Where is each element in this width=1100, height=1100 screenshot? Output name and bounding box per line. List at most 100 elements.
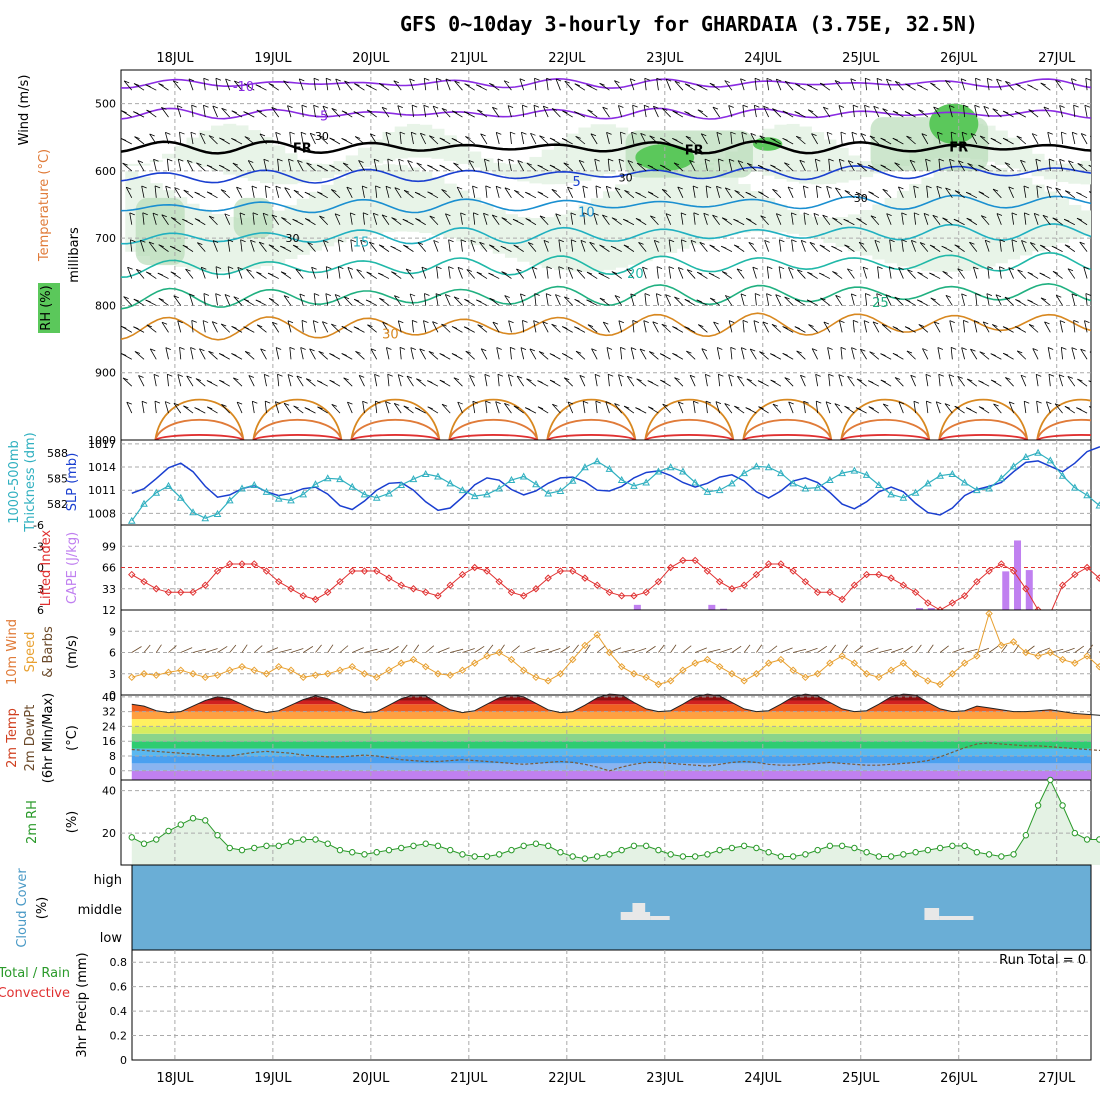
wind-barb [730,132,733,145]
wind-barb-flag [605,401,611,405]
wind-speed-point [948,670,957,678]
wind-barb-flag [754,104,760,108]
wind-barb-flag [558,266,564,270]
bottom-date-label: 23JUL [646,1071,684,1086]
rh-point [1034,802,1042,809]
wind-speed-point [691,659,699,667]
wind-barb-flag [574,83,580,87]
wind-barb [358,375,365,387]
wind-barb [311,267,316,279]
wind-barb-flag [787,186,794,190]
wind-barb-flag [868,406,874,409]
wind-barb-flag [1068,160,1074,164]
wind-barb [551,323,561,333]
thickness-point [250,481,259,489]
wind-barb [661,108,671,118]
wind-barb-flag [831,245,837,249]
wind-barb-flag [508,374,514,377]
wind-barb [406,375,414,387]
wind-barb [146,109,157,118]
wind-barb [165,347,169,360]
wind-barb [894,81,904,91]
wind-barb [373,159,378,171]
wind-barb-flag [571,239,577,243]
wind-barb-flag [154,400,161,404]
wind-barb-flag [344,80,350,84]
wind-barb [886,213,892,225]
wind-barb-flag [570,212,576,216]
wind-barb [1084,320,1088,333]
wind-barb-flag [468,160,475,163]
wind-speed-point [715,662,724,671]
rh-shade [370,139,384,164]
wind-barb-flag [950,346,957,350]
wind-barb [283,295,292,306]
thickness-point [813,483,822,491]
thickness-point [740,469,748,477]
wind-barb [166,158,169,171]
wind-barb-flag [905,299,911,302]
wind-barb [862,266,868,279]
wind-barb [1017,269,1027,279]
boundary-layer-isotherm [350,418,441,440]
wind-barb-flag [460,239,467,243]
wind-barb [173,295,182,306]
wind-barb [419,133,427,145]
wind-barb-flag [894,162,900,166]
wind-barb-flag [632,104,638,108]
wind-barb-flag [713,321,719,325]
wind-barb-flag [366,271,372,275]
wind-barb [232,162,243,172]
wind-barb-flag [874,239,881,243]
wind-barb [579,375,586,387]
isotherm-line [121,223,1091,245]
wind-barb-10m [217,646,228,653]
wind-barb [164,401,169,414]
rh-point [826,842,834,850]
wind-barb-flag [375,185,381,189]
wind-barb [992,108,1002,118]
wind-barb-flag [791,212,797,216]
wind-barb-flag [1079,241,1085,245]
wind-barb-flag [1047,131,1053,135]
boundary-layer-isotherm [644,434,734,440]
wind-barb [796,269,806,279]
wind-speed-point [679,666,687,674]
wind-barb-flag [574,111,580,114]
wind-barb-flag [918,109,924,113]
wind-barb [838,159,843,172]
wind-barb-flag [464,83,470,87]
wind-barb [741,132,745,145]
wind-barb [874,240,880,252]
thickness-point [1058,471,1067,479]
wind-barb [753,320,757,333]
rh-point [238,846,246,854]
wind-barb-flag [712,214,718,218]
wind-barb-flag [1046,401,1052,405]
wind-barb-flag [126,186,132,190]
wind-barb-flag [439,353,445,356]
wind-barb-flag [1015,83,1021,87]
wind-barb-flag [794,111,800,114]
y-tick-label: 585 [47,472,68,485]
wind-barb [454,80,463,91]
wind-barb [281,217,292,226]
wind-barb-flag [718,158,724,162]
wind-barb [237,267,243,279]
wind-barb-flag [212,105,218,109]
wind-barb-flag [784,296,790,300]
wind-barb-flag [574,326,580,330]
wind-barb [1035,159,1039,171]
wind-barb [179,347,182,360]
wind-barb-flag [660,379,666,383]
wind-barb [923,213,929,225]
wind-barb-flag [709,82,716,86]
wind-barb-flag [288,158,294,162]
wind-barb [477,324,488,333]
wind-barb-flag [520,293,526,297]
wind-barb-flag [838,374,844,378]
wind-barb-flag [549,137,556,141]
wind-barb-flag [306,162,312,166]
